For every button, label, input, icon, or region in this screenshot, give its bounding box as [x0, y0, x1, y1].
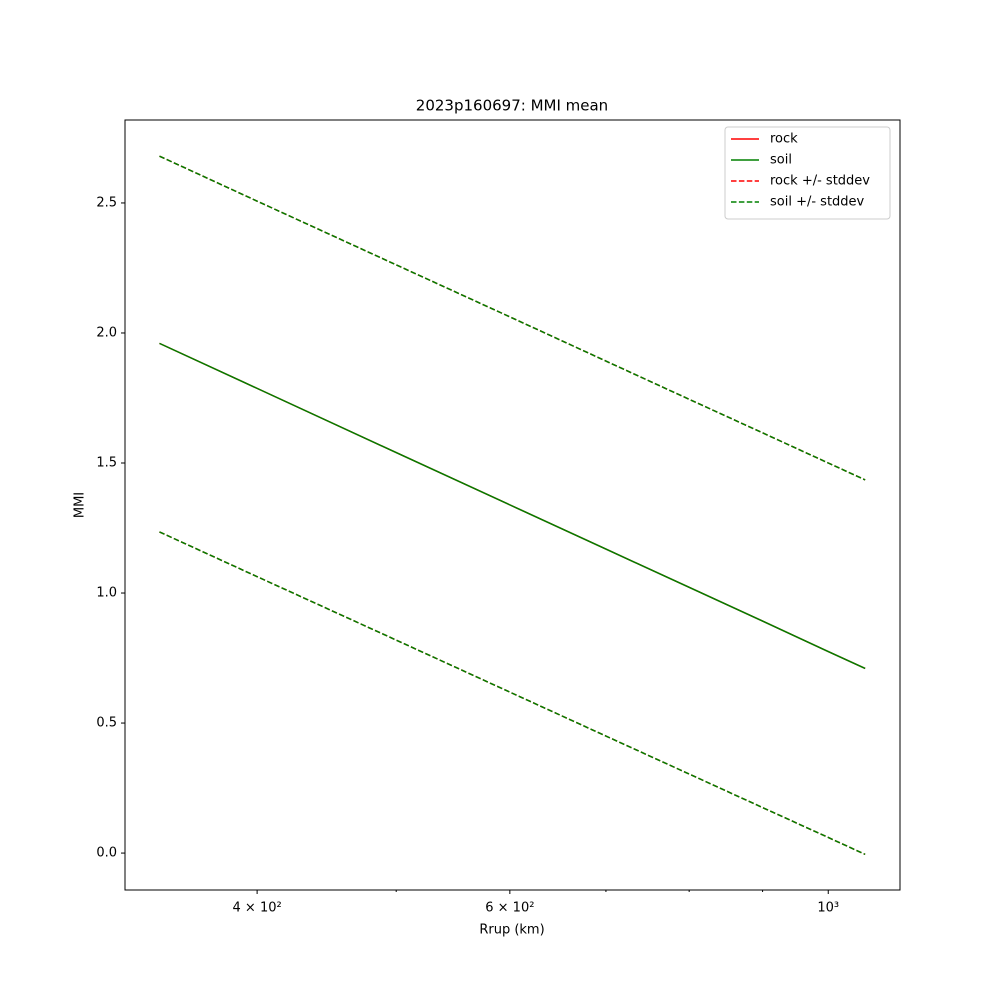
x-tick-label: 10³ [817, 901, 839, 916]
chart-title: 2023p160697: MMI mean [416, 97, 608, 115]
legend-label: rock [770, 132, 798, 147]
series-line [159, 531, 866, 856]
y-tick-label: 0.5 [96, 716, 117, 731]
legend-label: soil [770, 153, 792, 168]
y-tick-label: 1.0 [96, 586, 117, 601]
y-tick-label: 2.5 [96, 195, 117, 210]
legend-label: soil +/- stddev [770, 195, 865, 210]
y-tick-label: 1.5 [96, 456, 117, 471]
x-axis-label: Rrup (km) [479, 923, 544, 938]
series-line [159, 155, 866, 481]
y-tick-label: 2.0 [96, 325, 117, 340]
plot-frame [124, 119, 901, 891]
legend-box [724, 126, 891, 220]
legend-label: rock +/- stddev [770, 174, 870, 189]
x-tick-label: 6 × 10² [485, 901, 534, 916]
y-axis-label: MMI [73, 492, 88, 518]
x-tick-label: 4 × 10² [233, 901, 282, 916]
series-line [159, 342, 866, 670]
y-tick-label: 0.0 [96, 846, 117, 861]
